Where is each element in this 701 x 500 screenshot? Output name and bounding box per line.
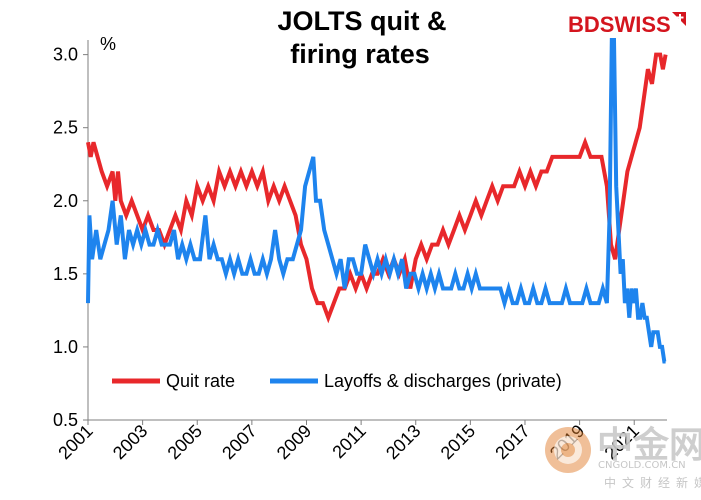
legend-label-layoffs: Layoffs & discharges (private) [324, 371, 562, 391]
brand-logo-text: BDSWISS [568, 12, 671, 37]
x-tick-label: 2003 [109, 421, 151, 463]
watermark-cn-text: 中金网 [597, 424, 701, 466]
y-axis-ticks: 0.5 1.0 1.5 2.0 2.5 3.0 [53, 45, 88, 430]
chart-title-line-1: JOLTS quit & [278, 6, 447, 36]
brand-logo-bd: BD [568, 12, 600, 37]
y-axis-unit-label: % [100, 34, 116, 54]
y-tick-label: 1.5 [53, 264, 78, 284]
y-tick-label: 2.5 [53, 118, 78, 138]
x-tick-label: 2017 [491, 421, 533, 463]
cngold-watermark: 中金网 CNGOLD.COM.CN 中文财经新媒体 [545, 424, 701, 490]
series-line-quit-rate [86, 52, 668, 324]
x-tick-label: 2011 [328, 421, 370, 463]
swiss-cross-icon [672, 12, 686, 26]
legend-label-quit-rate: Quit rate [166, 371, 235, 391]
y-tick-label: 1.0 [53, 337, 78, 357]
y-tick-label: 3.0 [53, 45, 78, 65]
chart-title-line-2: firing rates [290, 39, 430, 69]
x-tick-label: 2013 [382, 421, 424, 463]
series-group [86, 38, 668, 364]
legend: Quit rate Layoffs & discharges (private) [112, 371, 562, 391]
brand-logo-swiss: SWISS [600, 12, 671, 37]
y-tick-label: 2.0 [53, 191, 78, 211]
watermark-url-text: CNGOLD.COM.CN [598, 460, 686, 471]
cngold-coin-icon [545, 427, 591, 473]
x-tick-label: 2009 [273, 421, 315, 463]
x-tick-label: 2015 [437, 421, 479, 463]
x-tick-label: 2005 [164, 421, 206, 463]
brand-logo: BDSWISS [568, 12, 686, 37]
series-line-layoffs [86, 38, 667, 364]
x-tick-label: 2007 [218, 421, 260, 463]
y-tick-label: 0.5 [53, 410, 78, 430]
watermark-sub-text: 中文财经新媒体 [604, 475, 701, 490]
